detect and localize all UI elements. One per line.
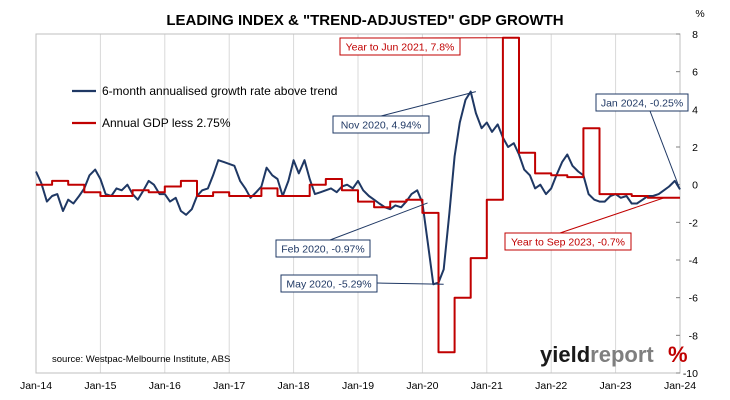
annotation-label-4: Year to Sep 2023, -0.7% — [511, 237, 625, 249]
x-tick-label-4: Jan-18 — [278, 380, 310, 392]
y-tick-label-3: -4 — [689, 255, 698, 267]
annotations: Year to Jun 2021, 7.8% Nov 2020, 4.94% Jan… — [275, 37, 689, 293]
y-tick-label-7: 4 — [692, 104, 698, 116]
annotation-leader-1 — [380, 91, 476, 117]
x-tick-label-10: Jan-24 — [664, 380, 696, 392]
y-unit-label: % — [695, 8, 704, 20]
legend-label-gdp: Annual GDP less 2.75% — [102, 116, 231, 130]
annotation-label-2: Jan 2024, -0.25% — [601, 98, 683, 110]
annotation-label-3: Feb 2020, -0.97% — [281, 244, 364, 256]
annotation-box-2 — [595, 93, 689, 112]
y-tick-label-4: -2 — [689, 217, 698, 229]
annotation-box-5 — [280, 274, 378, 293]
y-tick-label-0: -10 — [683, 368, 698, 380]
annotation-0: Year to Jun 2021, 7.8% — [339, 37, 503, 56]
x-tick-label-5: Jan-19 — [342, 380, 374, 392]
x-tick-label-9: Jan-23 — [600, 380, 632, 392]
annotation-2: Jan 2024, -0.25% — [595, 93, 689, 190]
annotation-leader-2 — [649, 110, 681, 190]
yieldreport-logo: yieldreport % — [540, 342, 688, 367]
annotation-1: Nov 2020, 4.94% — [332, 91, 476, 134]
y-tick-label-8: 6 — [692, 67, 698, 79]
annotation-leader-5 — [376, 282, 444, 285]
y-tick-label-5: 0 — [692, 180, 698, 192]
x-axis: Jan-14 Jan-15 Jan-16 Jan-17 Jan-18 Jan-19 Jan-… — [20, 380, 696, 392]
x-tick-label-1: Jan-15 — [84, 380, 116, 392]
source-note: source: Westpac-Melbourne Institute, ABS — [52, 354, 230, 365]
x-tick-label-0: Jan-14 — [20, 380, 52, 392]
annotation-label-5: May 2020, -5.29% — [286, 279, 371, 291]
x-tick-label-2: Jan-16 — [149, 380, 181, 392]
annotation-label-0: Year to Jun 2021, 7.8% — [346, 42, 455, 54]
annotation-leader-4 — [559, 197, 665, 234]
logo-word-yield: yield — [540, 342, 590, 367]
annotation-3: Feb 2020, -0.97% — [275, 202, 428, 258]
x-tick-label-7: Jan-21 — [471, 380, 503, 392]
annotation-box-1 — [332, 115, 430, 134]
y-tick-label-9: 8 — [692, 29, 698, 41]
annotation-4: Year to Sep 2023, -0.7% — [504, 197, 665, 251]
logo-word-report: report — [590, 342, 654, 367]
annotation-box-4 — [504, 232, 632, 251]
x-tick-label-8: Jan-22 — [535, 380, 567, 392]
x-tick-label-3: Jan-17 — [213, 380, 245, 392]
series-layer — [35, 36, 681, 354]
x-tick-label-6: Jan-20 — [406, 380, 438, 392]
annotation-5: May 2020, -5.29% — [280, 274, 444, 293]
annotation-label-1: Nov 2020, 4.94% — [341, 120, 422, 132]
annotation-box-0 — [339, 37, 461, 56]
chart-title: LEADING INDEX & "TREND-ADJUSTED" GDP GRO… — [166, 12, 563, 29]
plot-frame — [35, 33, 681, 374]
annotation-box-3 — [275, 239, 371, 258]
logo-percent-mark: % — [668, 342, 688, 367]
logo-wordmark: yieldreport — [540, 342, 654, 367]
y-tick-label-1: -8 — [689, 330, 698, 342]
annotation-leader-3 — [329, 202, 428, 241]
y-tick-label-6: 2 — [692, 142, 698, 154]
y-tick-label-2: -6 — [689, 293, 698, 305]
legend-label-leading-index: 6-month annualised growth rate above tre… — [102, 84, 337, 98]
legend: 6-month annualised growth rate above tre… — [72, 84, 337, 130]
series-line-1 — [36, 36, 680, 354]
